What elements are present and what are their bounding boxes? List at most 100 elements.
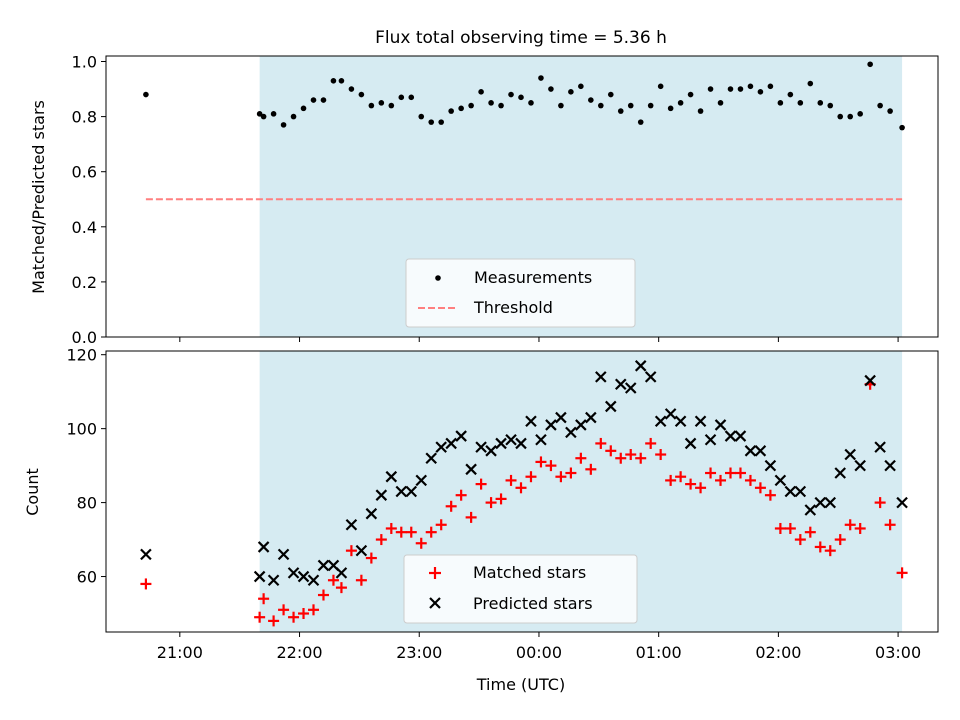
- matched-star-point: [545, 460, 557, 472]
- legend-matched-marker: [429, 567, 441, 579]
- top-legend-box: [405, 258, 636, 328]
- bottom-y-axis: 60 80 100 120: [66, 346, 106, 587]
- measurement-point: [418, 113, 425, 120]
- predicted-star-point: [445, 437, 457, 450]
- measurement-point: [488, 100, 494, 106]
- matched-star-point: [258, 593, 270, 605]
- matched-star-point: [317, 589, 329, 601]
- predicted-star-point: [614, 378, 627, 391]
- predicted-star-point: [896, 496, 908, 509]
- predicted-star-point: [515, 437, 527, 450]
- predicted-star-point: [565, 426, 577, 439]
- predicted-star-point: [277, 548, 290, 561]
- predicted-star-point: [634, 360, 647, 372]
- matched-star-point: [595, 437, 607, 449]
- measurement-point: [398, 94, 405, 101]
- measurement-point: [368, 102, 375, 109]
- x-axis-label: Time (UTC): [476, 675, 565, 694]
- measurement-point: [677, 100, 684, 106]
- predicted-star-point: [525, 415, 537, 428]
- measurement-point: [607, 91, 614, 98]
- matched-star-point: [635, 452, 647, 464]
- predicted-star-point: [575, 419, 587, 431]
- matched-star-point: [874, 497, 886, 509]
- matched-star-point: [665, 474, 677, 486]
- predicted-star-point: [335, 567, 348, 579]
- matched-star-point: [655, 449, 667, 461]
- predicted-star-point: [287, 567, 300, 579]
- measurement-point: [508, 91, 514, 98]
- measurement-point: [408, 94, 415, 101]
- measurement-point: [637, 119, 644, 125]
- matched-star-point: [565, 467, 577, 479]
- matched-star-point: [585, 463, 597, 475]
- measurement-point: [290, 113, 297, 120]
- predicted-star-point: [834, 467, 847, 479]
- matched-star-point: [425, 526, 437, 538]
- predicted-star-point: [345, 518, 358, 531]
- predicted-star-point: [874, 441, 886, 453]
- matched-star-point: [345, 545, 357, 557]
- top-y-tick-label: 0.0: [72, 328, 97, 347]
- measurement-point: [538, 75, 544, 81]
- measurement-point: [588, 97, 594, 103]
- predicted-star-point: [535, 433, 547, 446]
- matched-star-point: [327, 574, 339, 586]
- measurement-point: [847, 113, 854, 120]
- matched-star-point: [365, 552, 377, 564]
- predicted-star-point: [814, 496, 827, 509]
- predicted-star-point: [644, 371, 657, 383]
- matched-star-point: [715, 474, 727, 486]
- top-y-tick-label: 0.6: [72, 163, 97, 182]
- measurement-point: [657, 83, 664, 90]
- predicted-star-point: [624, 382, 637, 394]
- predicted-star-point: [704, 433, 717, 446]
- predicted-star-point: [307, 574, 320, 587]
- x-tick-label: 02:00: [755, 643, 801, 662]
- bottom-y-tick-label: 60: [77, 568, 97, 587]
- matched-star-point: [355, 574, 367, 586]
- predicted-star-point: [555, 411, 567, 424]
- matched-star-point: [495, 493, 507, 505]
- top-y-axis-label: Matched/Predicted stars: [29, 100, 48, 294]
- matched-star-point: [140, 578, 152, 590]
- matched-star-point: [395, 526, 407, 538]
- measurement-point: [887, 108, 893, 114]
- measurement-point: [817, 100, 824, 106]
- matched-star-point: [335, 582, 347, 594]
- bottom-panel: 60 80 100 120 21:00 22:00 23:00 00:00 01:00 02:0…: [23, 346, 939, 694]
- measurement-point: [687, 91, 694, 98]
- measurement-point: [747, 83, 754, 90]
- matched-star-point: [685, 478, 697, 490]
- predicted-star-point: [495, 437, 507, 450]
- measurement-point: [737, 86, 744, 92]
- matched-star-point: [405, 526, 417, 538]
- matched-star-point: [308, 604, 320, 616]
- legend-measurements-marker: [435, 275, 441, 281]
- measurement-point: [617, 108, 624, 114]
- predicted-star-point: [734, 430, 747, 442]
- measurement-point: [270, 111, 277, 117]
- measurement-point: [438, 119, 444, 125]
- matched-star-point: [645, 437, 657, 449]
- matched-star-point: [764, 489, 776, 501]
- top-x-axis-ticks: [179, 337, 899, 342]
- top-y-axis: 0.0 0.2 0.4 0.6 0.8 1.0: [72, 53, 106, 347]
- predicted-star-point: [844, 448, 856, 461]
- matched-star-point: [734, 467, 746, 479]
- top-series-measurements: [143, 61, 905, 131]
- measurement-point: [388, 102, 395, 109]
- predicted-star-point: [784, 485, 797, 498]
- measurement-point: [348, 86, 355, 92]
- matched-star-point: [794, 534, 806, 546]
- measurement-point: [899, 124, 905, 131]
- legend-predicted-label: Predicted stars: [473, 594, 593, 613]
- matched-star-point: [724, 467, 736, 479]
- predicted-star-point: [415, 474, 428, 487]
- measurement-point: [338, 77, 345, 84]
- matched-star-point: [515, 482, 527, 494]
- matched-star-point: [375, 534, 387, 546]
- matched-star-point: [278, 604, 290, 616]
- predicted-star-point: [317, 559, 330, 572]
- predicted-star-point: [375, 489, 388, 501]
